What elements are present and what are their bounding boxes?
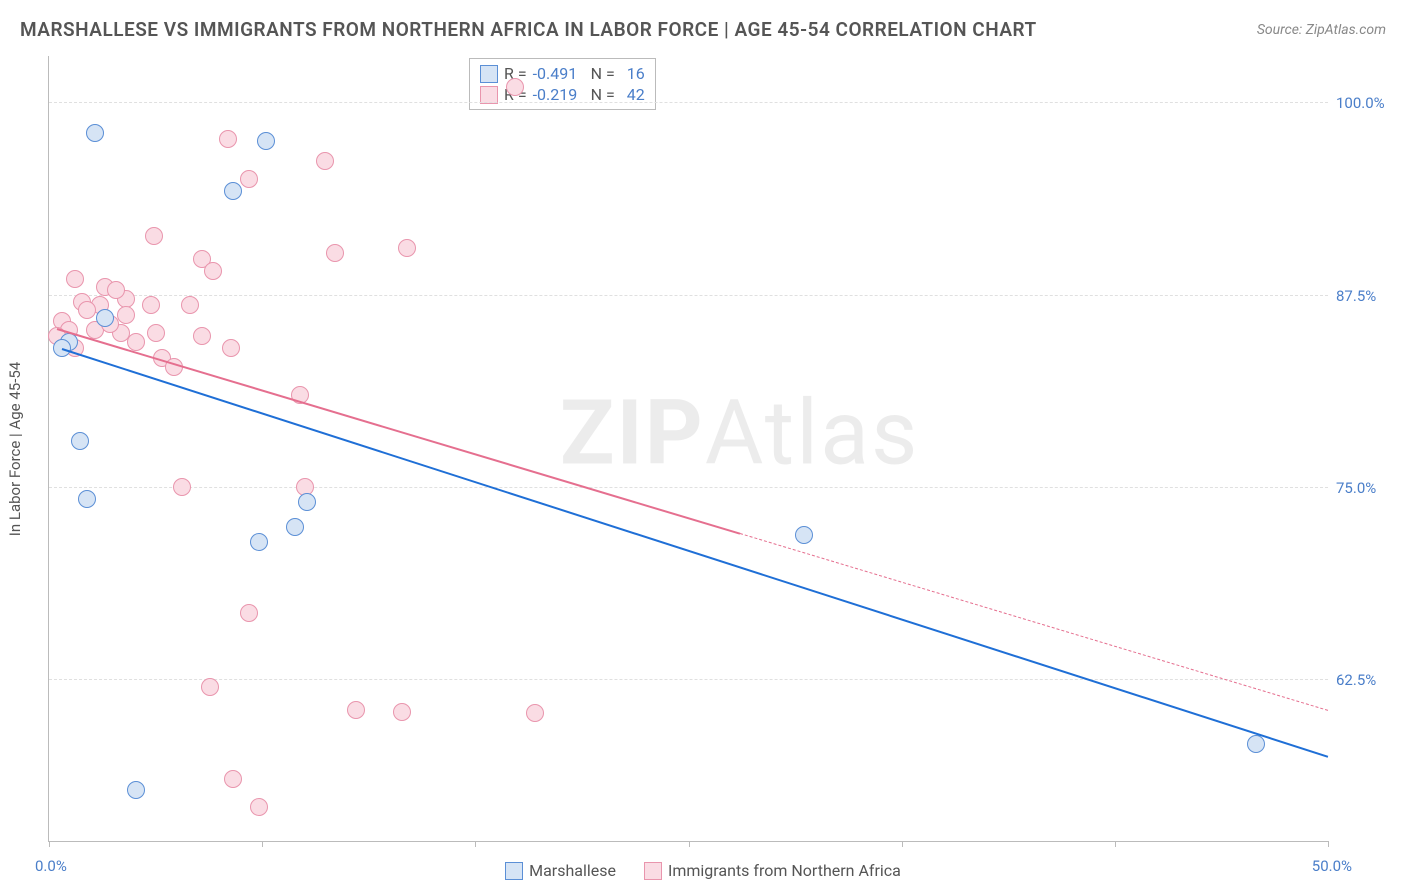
stat-label: N = (591, 85, 615, 104)
data-point (219, 130, 237, 148)
y-tick-label: 75.0% (1336, 479, 1396, 497)
data-point (1247, 735, 1265, 753)
y-tick-label: 87.5% (1336, 287, 1396, 305)
data-point (222, 339, 240, 357)
data-point (78, 490, 96, 508)
data-point (347, 701, 365, 719)
x-tick (1328, 841, 1329, 847)
n-value: 16 (621, 64, 645, 83)
series-swatch-icon (480, 65, 498, 83)
data-point (127, 333, 145, 351)
data-point (145, 227, 163, 245)
data-point (506, 78, 524, 96)
y-tick-label: 62.5% (1336, 671, 1396, 689)
gridline: 87.5% (49, 295, 1328, 296)
y-tick-label: 100.0% (1336, 94, 1396, 112)
data-point (86, 124, 104, 142)
x-tick (262, 841, 263, 847)
chart-title: MARSHALLESE VS IMMIGRANTS FROM NORTHERN … (20, 18, 1037, 41)
data-point (393, 703, 411, 721)
trend-line (56, 328, 740, 535)
data-point (107, 281, 125, 299)
stat-label: N = (591, 64, 615, 83)
stats-row: R = -0.491 N = 16 (480, 63, 645, 84)
legend: Marshallese Immigrants from Northern Afr… (0, 861, 1406, 880)
data-point (286, 518, 304, 536)
legend-swatch-icon (644, 862, 662, 880)
data-point (795, 526, 813, 544)
data-point (240, 170, 258, 188)
data-point (526, 704, 544, 722)
data-point (147, 324, 165, 342)
data-point (224, 182, 242, 200)
data-point (66, 270, 84, 288)
r-value: -0.491 (533, 64, 585, 83)
data-point (117, 306, 135, 324)
data-point (257, 132, 275, 150)
data-point (96, 309, 114, 327)
n-value: 42 (621, 85, 645, 104)
x-tick (1115, 841, 1116, 847)
data-point (298, 493, 316, 511)
data-point (326, 244, 344, 262)
data-point (204, 262, 222, 280)
data-point (78, 301, 96, 319)
data-point (181, 296, 199, 314)
legend-item: Marshallese (505, 861, 616, 880)
data-point (398, 239, 416, 257)
gridline: 62.5% (49, 679, 1328, 680)
x-tick (689, 841, 690, 847)
series-swatch-icon (480, 86, 498, 104)
x-tick (902, 841, 903, 847)
gridline: 75.0% (49, 487, 1328, 488)
data-point (201, 678, 219, 696)
legend-swatch-icon (505, 862, 523, 880)
legend-label: Marshallese (529, 861, 616, 880)
watermark-text: ZIPAtlas (560, 380, 920, 485)
data-point (316, 152, 334, 170)
gridline: 100.0% (49, 102, 1328, 103)
data-point (240, 604, 258, 622)
y-axis-title: In Labor Force | Age 45-54 (6, 361, 24, 535)
data-point (142, 296, 160, 314)
data-point (193, 327, 211, 345)
data-point (127, 781, 145, 799)
data-point (250, 798, 268, 816)
data-point (250, 533, 268, 551)
source-label: Source: ZipAtlas.com (1257, 22, 1386, 38)
chart-plot-area: In Labor Force | Age 45-54 0.0% 50.0% R … (48, 56, 1328, 842)
legend-label: Immigrants from Northern Africa (668, 861, 901, 880)
r-value: -0.219 (533, 85, 585, 104)
x-tick (49, 841, 50, 847)
legend-item: Immigrants from Northern Africa (644, 861, 901, 880)
data-point (173, 478, 191, 496)
trend-line (740, 533, 1329, 711)
trend-line (61, 348, 1328, 758)
x-tick (475, 841, 476, 847)
data-point (71, 432, 89, 450)
data-point (224, 770, 242, 788)
